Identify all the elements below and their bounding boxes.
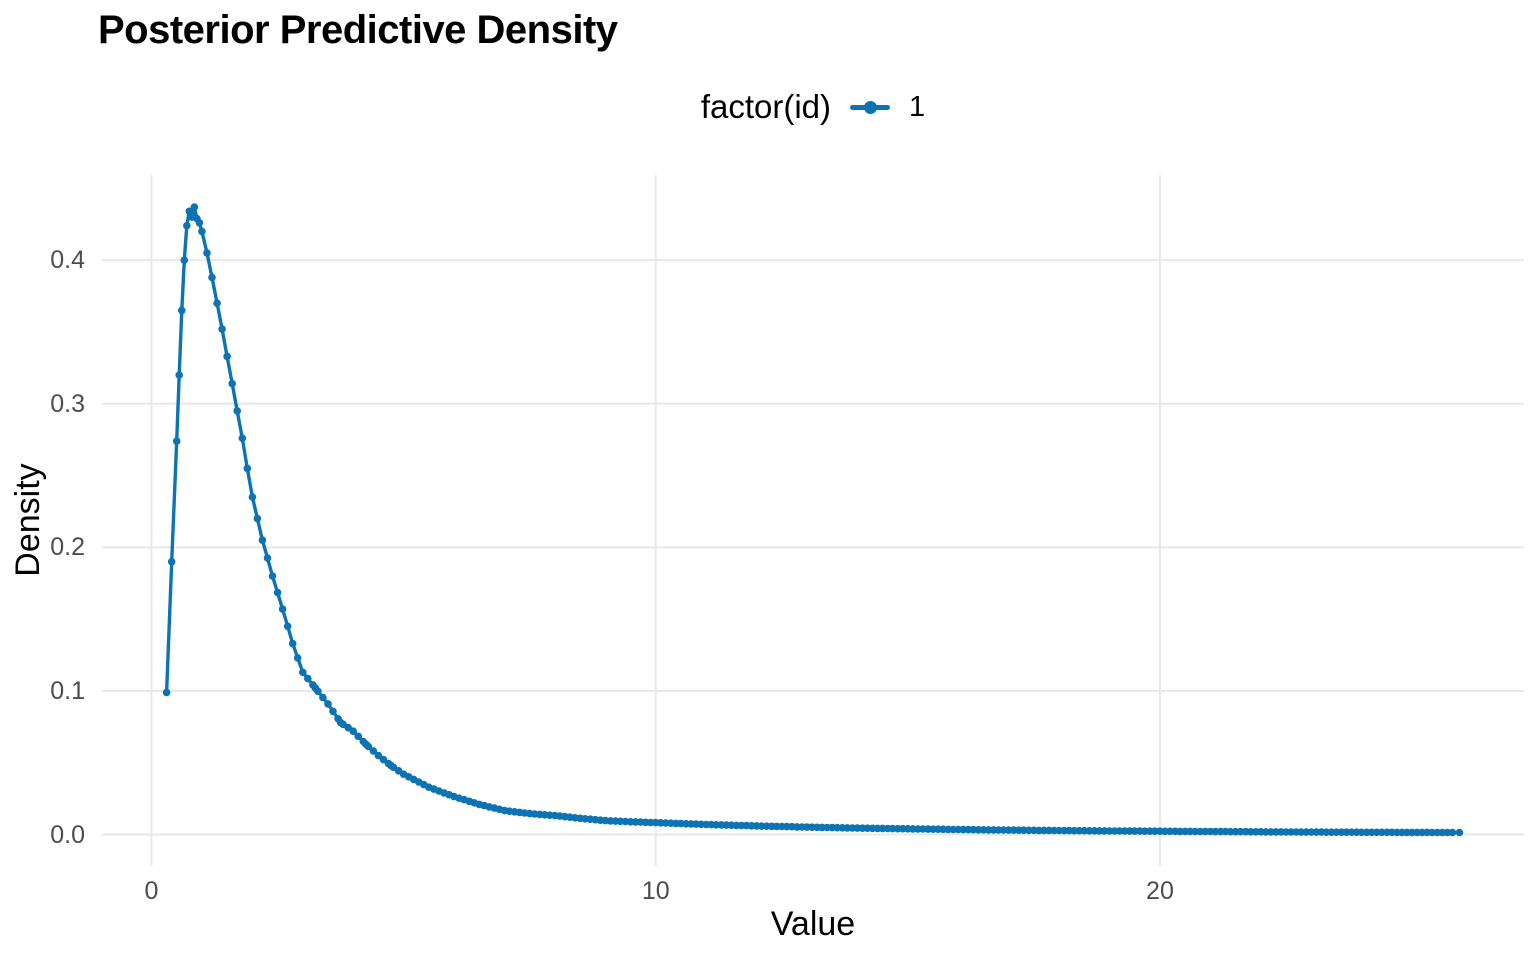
y-tick-label: 0.1 xyxy=(50,676,85,705)
y-axis-title: Density xyxy=(9,463,47,577)
curve-point xyxy=(238,434,247,443)
curve-point xyxy=(319,693,327,702)
curve-point xyxy=(364,742,373,751)
curve-point xyxy=(1448,828,1457,837)
x-tick-label: 10 xyxy=(641,877,670,905)
curve-point xyxy=(369,747,378,755)
curve-point xyxy=(218,325,226,333)
curve-point xyxy=(258,536,267,544)
curve-point xyxy=(208,273,216,282)
curve-point xyxy=(283,622,292,631)
curve-point xyxy=(190,203,199,211)
curve-point xyxy=(175,371,183,379)
y-tick-label: 0.4 xyxy=(50,246,85,275)
curve-point xyxy=(263,554,272,562)
curve-point xyxy=(278,605,287,613)
y-tick-label: 0.0 xyxy=(50,820,85,849)
legend: factor(id) 1 xyxy=(90,86,1536,128)
curve-point xyxy=(299,668,307,677)
curve-point xyxy=(243,464,252,473)
curve-point xyxy=(1455,828,1464,837)
curve-point xyxy=(248,493,257,501)
curve-point xyxy=(195,219,204,227)
curve-point xyxy=(374,751,383,760)
curve-point xyxy=(180,256,189,265)
curve-point xyxy=(354,732,363,741)
x-axis-title: Value xyxy=(770,905,856,943)
curve-point xyxy=(324,700,332,708)
curve-point xyxy=(172,437,181,445)
curve-point xyxy=(198,227,206,236)
curve-point xyxy=(268,572,277,580)
x-tick-label: 0 xyxy=(144,877,159,905)
curve-point xyxy=(288,639,297,648)
curve-point xyxy=(178,306,186,315)
curve-point xyxy=(167,557,176,566)
curve-point xyxy=(329,707,337,716)
x-tick-label: 20 xyxy=(1146,877,1174,905)
curve-point xyxy=(228,379,236,388)
y-tick-label: 0.2 xyxy=(50,533,85,562)
curve-point xyxy=(233,407,241,415)
curve-point xyxy=(203,249,211,257)
curve-point xyxy=(293,654,302,662)
curve-point xyxy=(314,687,322,695)
curve-point xyxy=(213,299,221,308)
curve-point xyxy=(273,588,282,597)
legend-item-label: 1 xyxy=(909,90,926,123)
legend-title: factor(id) xyxy=(700,88,832,125)
curve-point xyxy=(253,514,262,523)
curve-point xyxy=(183,221,191,230)
curve-point xyxy=(349,727,358,735)
curve-point xyxy=(304,674,312,683)
chart-title: Posterior Predictive Density xyxy=(98,8,618,52)
curve-point xyxy=(223,352,231,361)
y-tick-label: 0.3 xyxy=(50,389,85,418)
legend-point-icon xyxy=(864,101,878,114)
curve-point xyxy=(162,688,171,697)
legend-key xyxy=(849,86,891,128)
curve-point xyxy=(185,207,194,216)
